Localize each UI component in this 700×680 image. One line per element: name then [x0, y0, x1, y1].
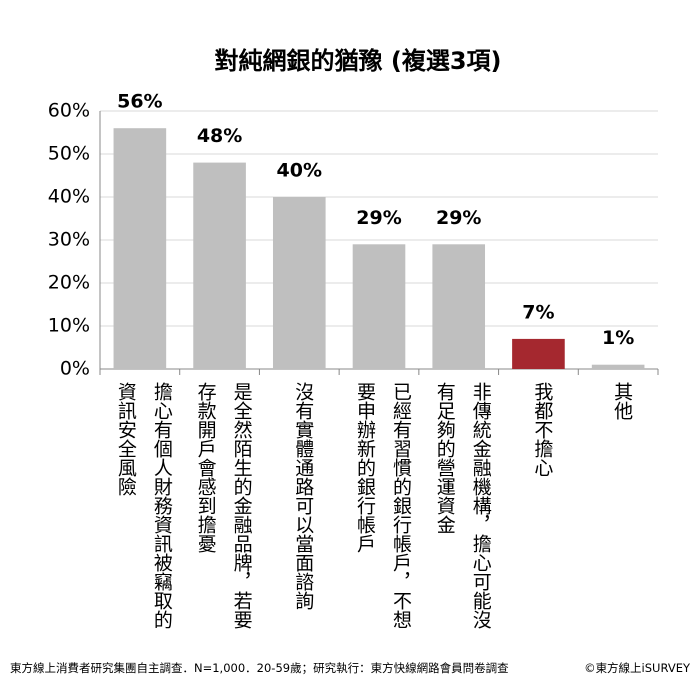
credit: ©東方線上iSURVEY — [584, 661, 690, 675]
value-label: 48% — [197, 125, 242, 147]
x-tick-label: 非傳統金融機構，擔心可能沒有足夠的營運資金 — [433, 382, 492, 629]
bar — [113, 128, 167, 369]
bar — [432, 244, 486, 369]
value-label: 40% — [277, 160, 322, 182]
x-tick-label: 是全然陌生的金融品牌，若要存款開戶會感到擔憂 — [194, 382, 253, 629]
chart-title: 對純網銀的猶豫 (複選3項) — [215, 47, 502, 75]
value-label: 7% — [522, 301, 554, 323]
value-label: 1% — [602, 327, 634, 349]
y-tick-label: 40% — [48, 186, 90, 208]
bar — [193, 162, 246, 369]
x-tick-label: 我都不擔心 — [531, 382, 554, 477]
x-tick-label: 其他 — [611, 382, 634, 420]
x-tick-label: 沒有實體通路可以當面諮詢 — [292, 382, 315, 610]
y-tick-label: 10% — [48, 315, 90, 337]
y-tick-label: 50% — [48, 143, 90, 165]
y-tick-label: 20% — [48, 272, 90, 294]
y-tick-label: 30% — [48, 229, 90, 251]
y-tick-label: 0% — [60, 358, 90, 380]
bar — [512, 338, 565, 369]
y-tick-label: 60% — [48, 100, 90, 122]
bar — [591, 364, 645, 369]
value-label: 29% — [436, 207, 481, 229]
source: 東方線上消費者研究集團自主調查．N=1,000．20-59歲；研究執行：東方快線… — [10, 661, 509, 675]
x-tick-label: 擔心有個人財務資訊被竊取的資訊安全風險 — [114, 382, 173, 629]
x-tick-label: 已經有習慣的銀行帳戶，不想要申辦新的銀行帳戶 — [354, 382, 412, 629]
bar — [352, 244, 406, 369]
value-label: 56% — [117, 91, 162, 113]
bar — [272, 197, 326, 369]
value-label: 29% — [356, 207, 401, 229]
